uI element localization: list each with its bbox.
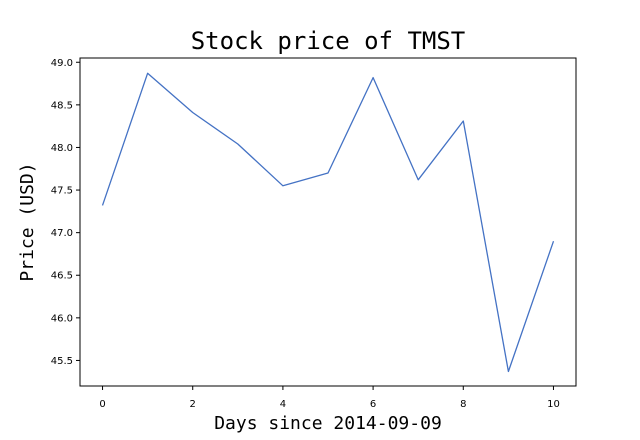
y-axis-label: Price (USD)	[17, 162, 38, 281]
x-tick-label: 2	[190, 399, 196, 410]
price-series-line	[101, 72, 555, 373]
chart-title: Stock price of TMST	[191, 27, 466, 55]
y-tick-label: 47.5	[51, 186, 73, 197]
x-tick-label: 6	[370, 399, 376, 410]
y-tick-label: 47.0	[51, 228, 73, 239]
y-tick-label: 48.5	[51, 100, 73, 111]
y-axis: 45.5 46.0 46.5 47.0 47.5 48.0 48.5 49.0	[51, 58, 80, 367]
x-tick-label: 0	[99, 399, 105, 410]
x-tick-label: 4	[280, 399, 286, 410]
plot-area-frame	[79, 57, 577, 387]
y-tick-label: 45.5	[51, 356, 73, 367]
x-axis-label: Days since 2014-09-09	[214, 413, 442, 434]
y-tick-label: 46.0	[51, 313, 73, 324]
y-tick-label: 48.0	[51, 143, 73, 154]
series-layer	[101, 72, 555, 373]
x-axis: 0 2 4 6 8 10	[99, 386, 560, 410]
y-tick-label: 49.0	[51, 58, 73, 69]
x-tick-label: 8	[460, 399, 466, 410]
y-tick-label: 46.5	[51, 271, 73, 282]
x-tick-label: 10	[547, 399, 560, 410]
